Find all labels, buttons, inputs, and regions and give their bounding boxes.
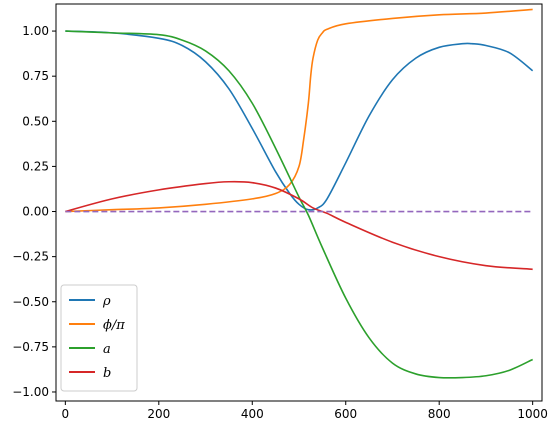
x-tick-label: 1000	[517, 407, 548, 421]
y-tick-label: −1.00	[12, 385, 49, 399]
x-tick-label: 800	[428, 407, 451, 421]
legend-label: ρ	[102, 294, 111, 309]
y-axis: −1.00 −0.75 −0.50 −0.25 0.00 0.25 0.50 0.75 1.00	[12, 24, 56, 399]
series-line-3	[65, 180, 533, 271]
y-tick-label: −0.75	[12, 340, 49, 354]
x-tick-label: 400	[241, 407, 264, 421]
legend-label: a	[103, 342, 111, 357]
y-tick-label: 0.25	[22, 159, 49, 173]
y-tick-label: 1.00	[22, 24, 49, 38]
x-tick-label: 200	[147, 407, 170, 421]
y-tick-label: 0.00	[22, 205, 49, 219]
legend-label: b	[103, 366, 111, 381]
series-line-1	[65, 8, 533, 213]
y-tick-label: 0.75	[22, 69, 49, 83]
legend: ρ ϕ/π ab	[60, 284, 138, 392]
y-tick-label: 0.50	[22, 114, 49, 128]
plot-area	[55, 3, 543, 402]
series-layer	[65, 8, 534, 379]
legend-box	[60, 284, 138, 392]
y-tick-label: −0.25	[12, 250, 49, 264]
x-tick-label: 0	[62, 407, 70, 421]
y-tick-label: −0.50	[12, 295, 49, 309]
series-line-2	[65, 30, 533, 379]
plot-frame	[55, 3, 543, 402]
series-line-0	[65, 30, 534, 211]
x-axis: 0 200 400 600 800 1000	[62, 401, 548, 421]
x-tick-label: 600	[334, 407, 357, 421]
legend-label: ϕ/π	[103, 318, 125, 333]
